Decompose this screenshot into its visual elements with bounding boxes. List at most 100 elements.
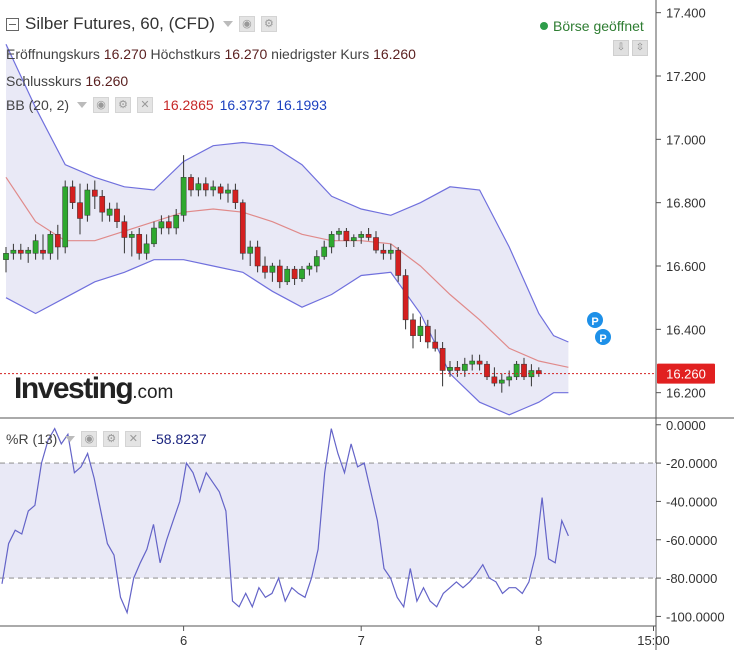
candle[interactable] (69, 180, 76, 210)
candle[interactable] (336, 228, 342, 241)
candle[interactable] (77, 183, 83, 235)
close-icon[interactable]: ✕ (125, 431, 142, 447)
candle[interactable] (484, 361, 490, 380)
candle[interactable] (173, 209, 180, 235)
candle[interactable] (180, 155, 187, 222)
candle[interactable] (188, 174, 194, 197)
candle[interactable] (521, 357, 527, 380)
time-axis[interactable]: 6 7 8 15:00 (180, 626, 670, 648)
candle[interactable] (284, 266, 291, 285)
candle[interactable] (158, 215, 165, 235)
bb-upper-value: 16.3737 (219, 97, 271, 113)
price-axis[interactable]: 17.400 17.200 17.000 16.800 16.600 16.400 16.2… (656, 6, 706, 401)
candle[interactable] (25, 247, 32, 263)
candle[interactable] (299, 266, 305, 282)
candle[interactable] (306, 262, 313, 276)
candle[interactable] (476, 354, 483, 371)
eye-icon[interactable]: ◉ (238, 16, 255, 32)
candle[interactable] (424, 319, 431, 349)
candle[interactable] (91, 180, 98, 210)
pivot-marker[interactable]: P (595, 329, 611, 345)
candle[interactable] (454, 361, 461, 377)
candle[interactable] (513, 361, 520, 380)
bb-lower-value: 16.1993 (276, 97, 327, 113)
candle[interactable] (62, 180, 69, 254)
candle[interactable] (47, 231, 54, 260)
candle[interactable] (535, 367, 542, 377)
candle[interactable] (447, 361, 453, 377)
pivot-marker[interactable]: P (587, 312, 603, 328)
candle[interactable] (54, 224, 61, 260)
dropdown-arrow-icon[interactable] (65, 436, 76, 442)
candle[interactable] (151, 221, 157, 247)
candle[interactable] (491, 367, 498, 387)
candle[interactable] (128, 231, 135, 257)
dropdown-arrow-icon[interactable] (77, 102, 88, 108)
candle[interactable] (402, 269, 409, 330)
candle[interactable] (498, 373, 505, 393)
candle[interactable] (106, 202, 113, 222)
candle[interactable] (328, 231, 335, 254)
candle[interactable] (99, 190, 106, 222)
williams-r-axis[interactable]: 0.0000 -20.0000 -40.0000 -60.0000 -80.0000 -1… (656, 418, 725, 625)
fullscreen-icon[interactable]: ⇳ (632, 40, 648, 56)
candle[interactable] (262, 256, 268, 279)
candle[interactable] (410, 313, 416, 349)
candle[interactable] (195, 177, 202, 197)
candle[interactable] (269, 262, 276, 282)
candle[interactable] (121, 215, 128, 254)
wr-tick-label: -100.0000 (666, 609, 725, 624)
candle[interactable] (143, 234, 150, 260)
candle[interactable] (225, 183, 231, 203)
dropdown-arrow-icon[interactable] (222, 21, 233, 27)
download-icon[interactable]: ⇩ (613, 40, 629, 56)
candle[interactable] (10, 243, 17, 260)
candle[interactable] (3, 247, 9, 273)
candle[interactable] (350, 234, 357, 247)
candle[interactable] (217, 183, 224, 200)
gear-icon[interactable]: ⚙ (115, 97, 132, 113)
candle[interactable] (373, 231, 379, 254)
candle[interactable] (136, 228, 143, 260)
symbol-title[interactable]: Silber Futures, 60, (CFD) (25, 14, 215, 33)
collapse-icon[interactable] (6, 17, 19, 31)
candle[interactable] (239, 199, 246, 260)
eye-icon[interactable]: ◉ (81, 431, 98, 447)
candle[interactable] (165, 215, 172, 235)
low-value: 16.260 (373, 46, 416, 62)
candlestick-series (3, 155, 542, 393)
bollinger-upper-line (5, 44, 569, 343)
candle[interactable] (365, 228, 372, 241)
close-label: Schlusskurs (6, 73, 82, 89)
candle[interactable] (84, 183, 91, 222)
candle[interactable] (17, 243, 24, 260)
candle[interactable] (417, 316, 424, 342)
candle[interactable] (114, 202, 120, 228)
candle[interactable] (276, 259, 283, 289)
candle[interactable] (247, 240, 254, 266)
candle[interactable] (439, 342, 446, 387)
candle[interactable] (232, 183, 239, 209)
candle[interactable] (291, 266, 298, 285)
candle[interactable] (387, 243, 394, 260)
candle[interactable] (313, 250, 320, 273)
eye-icon[interactable]: ◉ (93, 97, 110, 113)
candle[interactable] (32, 234, 39, 260)
candle[interactable] (506, 370, 513, 387)
candle[interactable] (202, 177, 209, 197)
candle[interactable] (469, 354, 476, 371)
candle[interactable] (380, 243, 387, 260)
gear-icon[interactable]: ⚙ (260, 16, 277, 32)
candle[interactable] (358, 231, 365, 244)
gear-icon[interactable]: ⚙ (103, 431, 120, 447)
candle[interactable] (40, 234, 46, 260)
williams-r-label[interactable]: %R (13) (6, 431, 58, 447)
close-icon[interactable]: ✕ (137, 97, 154, 113)
candle[interactable] (254, 240, 261, 273)
candle[interactable] (343, 228, 350, 247)
candle[interactable] (321, 240, 328, 260)
candle[interactable] (395, 247, 402, 282)
candle[interactable] (432, 329, 439, 352)
candle[interactable] (210, 180, 217, 197)
bb-label[interactable]: BB (20, 2) (6, 97, 70, 113)
